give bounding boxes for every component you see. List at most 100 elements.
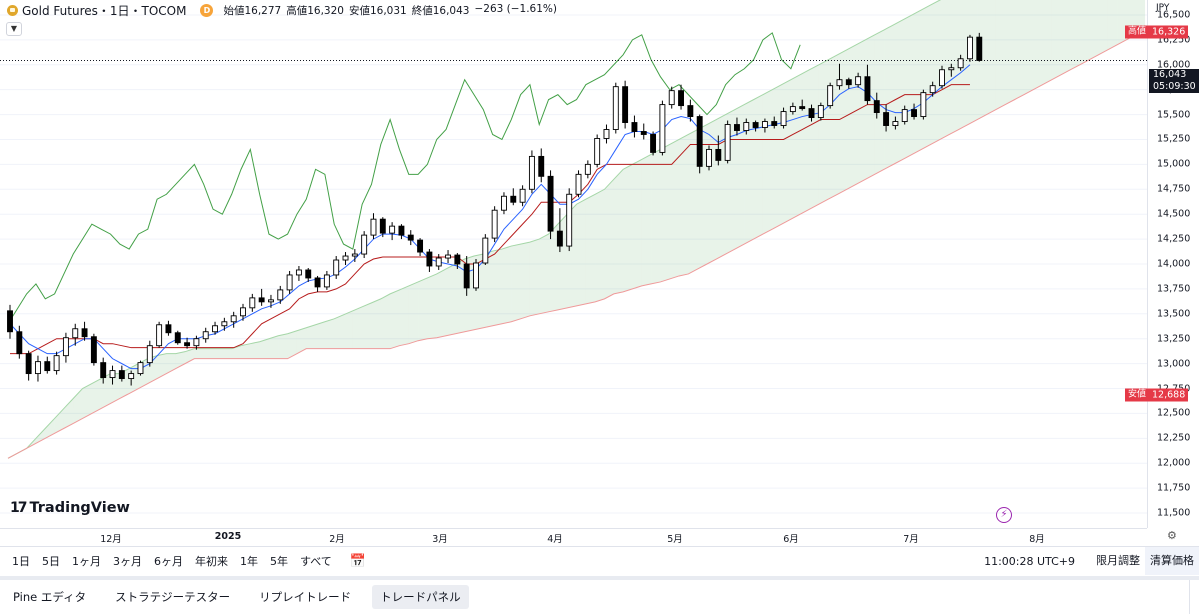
- cloud-segment: [91, 378, 102, 414]
- range-button[interactable]: 1年: [240, 555, 258, 568]
- price-tick-label: 14,250: [1157, 233, 1191, 245]
- candle-body: [277, 289, 284, 301]
- range-button[interactable]: 1ヶ月: [72, 555, 101, 568]
- cloud-segment: [250, 341, 260, 359]
- candle-body: [473, 262, 479, 289]
- cloud-segment: [800, 69, 810, 215]
- cloud-segment: [213, 348, 223, 359]
- cloud-segment: [203, 348, 214, 359]
- cloud-segment: [222, 348, 232, 359]
- candle-body: [16, 331, 23, 355]
- candle-body: [7, 310, 13, 333]
- candle-body: [696, 116, 703, 167]
- cloud-segment: [418, 277, 428, 341]
- low-price-tag: 12,688: [1149, 388, 1189, 402]
- candle-body: [184, 342, 191, 347]
- cloud-segment: [809, 64, 819, 210]
- price-tick-label: 14,750: [1157, 183, 1191, 195]
- cloud-segment: [604, 179, 614, 299]
- cloud-segment: [54, 408, 64, 434]
- candle-body: [230, 315, 237, 323]
- sidebar-edge: [1189, 580, 1199, 614]
- cloud-segment: [893, 19, 903, 165]
- range-button[interactable]: 6ヶ月: [154, 555, 183, 568]
- candle-body: [650, 134, 657, 153]
- time-tick-label: 2月: [329, 534, 345, 545]
- cloud-segment: [772, 84, 782, 230]
- currency-label[interactable]: JPY: [1156, 3, 1170, 13]
- candle-body: [62, 337, 69, 357]
- cloud-segment: [268, 335, 279, 359]
- candle-body: [538, 155, 545, 177]
- candle-body: [929, 85, 936, 94]
- candle-body: [519, 188, 526, 203]
- price-tick-label: 14,500: [1157, 208, 1191, 220]
- candle-body: [435, 257, 442, 267]
- candle-body: [258, 297, 265, 303]
- price-tick-label: 13,500: [1157, 308, 1191, 320]
- cloud-segment: [101, 373, 111, 409]
- cloud-segment: [1079, 0, 1090, 65]
- range-button[interactable]: 1日: [12, 555, 30, 568]
- price-tick-label: 13,250: [1157, 333, 1191, 345]
- cloud-segment: [1070, 0, 1080, 70]
- candle-body: [547, 175, 554, 232]
- contract-adjust-button[interactable]: 限月調整: [1096, 554, 1140, 567]
- chevron-down-icon[interactable]: ▼: [6, 22, 22, 36]
- candle-body: [323, 274, 330, 288]
- candle-body: [734, 124, 740, 131]
- symbol-title[interactable]: Gold Futures・1日・TOCOM: [22, 3, 187, 18]
- range-button[interactable]: 年初来: [195, 555, 228, 568]
- range-button[interactable]: すべて: [300, 555, 332, 568]
- candle-body: [454, 254, 461, 265]
- candle-body: [221, 321, 228, 327]
- kijun-line: [10, 84, 970, 355]
- low-marker-label: 安値: [1125, 388, 1150, 402]
- panel-tab[interactable]: Pine エディタ: [13, 590, 87, 604]
- cloud-segment: [557, 214, 568, 310]
- price-tick-label: 16,250: [1157, 34, 1191, 46]
- price-axis[interactable]: JPY 16,50016,25016,00015,75015,50015,250…: [1147, 0, 1199, 528]
- candle-body: [864, 76, 871, 102]
- cloud-segment: [492, 249, 502, 326]
- candle-body: [855, 76, 862, 86]
- cloud-segment: [790, 74, 801, 220]
- cloud-segment: [846, 44, 857, 190]
- candle-body: [351, 253, 358, 257]
- candle-body: [202, 331, 209, 340]
- candle-body: [892, 121, 899, 126]
- candle-body: [193, 338, 200, 347]
- calendar-icon[interactable]: 📅: [349, 553, 366, 569]
- cloud-segment: [660, 144, 670, 282]
- settlement-price-button[interactable]: 清算価格: [1145, 547, 1199, 575]
- candle-body: [901, 109, 908, 122]
- cloud-segment: [1107, 0, 1118, 50]
- cloud-segment: [352, 306, 363, 349]
- tradingview-logo[interactable]: 17 TradingView: [10, 500, 130, 516]
- candle-body: [407, 234, 414, 241]
- panel-tab[interactable]: リプレイトレード: [259, 590, 352, 604]
- cloud-segment: [753, 94, 763, 240]
- candle-body: [836, 79, 843, 87]
- range-button[interactable]: 5年: [270, 555, 288, 568]
- range-button[interactable]: 3ヶ月: [113, 555, 142, 568]
- cloud-segment: [362, 302, 372, 349]
- cloud-segment: [399, 285, 409, 346]
- range-button[interactable]: 5日: [42, 555, 60, 568]
- time-axis[interactable]: 12月 2025 2月 3月 4月 5月 6月 7月 8月: [0, 528, 1147, 545]
- panel-tab[interactable]: トレードパネル: [372, 585, 469, 609]
- price-tick-label: 16,500: [1157, 9, 1191, 21]
- candle-body: [668, 90, 675, 106]
- price-chart-canvas[interactable]: [0, 0, 1147, 528]
- lightning-icon[interactable]: ⚡: [996, 507, 1012, 523]
- cloud-segment: [157, 353, 167, 379]
- candle-body: [44, 361, 51, 372]
- cloud-segment: [744, 99, 754, 245]
- change-value: −263 (−1.61%): [474, 2, 557, 15]
- candle-body: [799, 106, 806, 110]
- panel-tab[interactable]: ストラテジーテスター: [115, 590, 231, 604]
- gear-icon[interactable]: ⚙: [1167, 529, 1177, 542]
- cloud-segment: [483, 251, 493, 328]
- clock-display[interactable]: 11:00:28 UTC+9: [984, 554, 1075, 568]
- candle-body: [957, 58, 964, 69]
